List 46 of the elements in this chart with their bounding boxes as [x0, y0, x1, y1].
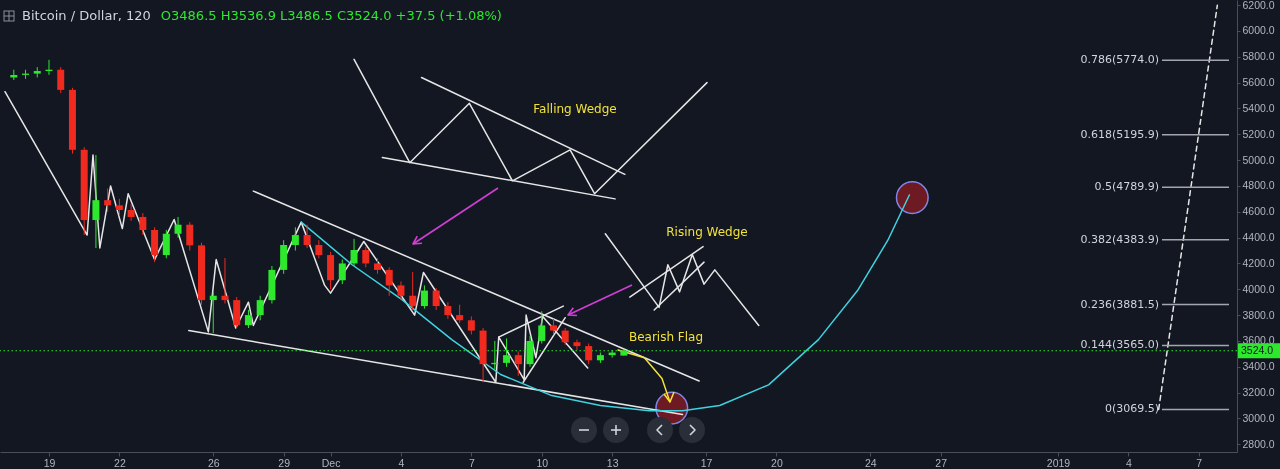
y-tick-label: 4800.0	[1242, 179, 1275, 192]
x-tick-label: 27	[935, 456, 948, 469]
annotation: Rising Wedge	[666, 225, 748, 239]
x-tick-label: 4	[398, 456, 405, 469]
ref-line-label: 0.786(5774.0)	[1080, 53, 1159, 67]
ref-line-label: 0.5(4789.9)	[1094, 180, 1159, 194]
y-tick-label: 3800.0	[1242, 308, 1275, 321]
y-tick-label: 3400.0	[1242, 360, 1275, 373]
x-tick-label: 24	[864, 456, 877, 469]
y-tick-label: 5800.0	[1242, 50, 1275, 63]
y-tick-label: 3200.0	[1242, 386, 1275, 399]
x-tick-label: 7	[468, 456, 475, 469]
x-tick-label: 20	[771, 456, 783, 469]
y-tick-label: 4600.0	[1242, 205, 1275, 218]
ref-line-label: 3524.0	[1241, 343, 1274, 356]
x-tick-label: 10	[536, 456, 549, 469]
x-tick-label: 26	[207, 456, 220, 469]
y-tick-label: 5600.0	[1242, 76, 1275, 89]
y-tick-label: 5000.0	[1242, 153, 1275, 166]
y-tick-label: 4200.0	[1242, 256, 1275, 269]
ref-line-label: 0(3069.5)	[1104, 402, 1159, 416]
y-tick-label: 2800.0	[1242, 437, 1275, 450]
text: Bitcoin / Dollar, 120	[22, 8, 151, 23]
annotation: Falling Wedge	[533, 102, 617, 116]
ref-line-label: 0.236(3881.5)	[1080, 297, 1159, 311]
y-tick-label: 6000.0	[1242, 24, 1275, 37]
x-tick-label: 2019	[1046, 456, 1071, 469]
y-tick-label: 5200.0	[1242, 127, 1275, 140]
x-tick-label: 13	[606, 456, 619, 469]
y-tick-label: 4000.0	[1242, 282, 1275, 295]
ref-line-label: 0.618(5195.9)	[1080, 127, 1159, 141]
x-tick-label: 17	[700, 456, 713, 469]
y-tick-label: 4400.0	[1242, 231, 1275, 244]
x-tick-label: 4	[1125, 456, 1132, 469]
y-tick-label: 3000.0	[1242, 411, 1275, 424]
x-tick-label: Dec	[321, 456, 341, 469]
x-tick-label: 29	[278, 456, 291, 469]
y-tick-label: 6200.0	[1242, 0, 1275, 11]
ref-line-label: 0.382(4383.9)	[1080, 232, 1159, 246]
y-tick-label: 5400.0	[1242, 101, 1275, 114]
x-tick-label: 7	[1196, 456, 1203, 469]
x-tick-label: 22	[114, 456, 126, 469]
ref-line-label: 0.144(3565.0)	[1080, 338, 1159, 352]
text: O3486.5 H3536.9 L3486.5 C3524.0 +37.5 (+1.08%)	[160, 8, 502, 23]
annotation: Bearish Flag	[628, 330, 704, 344]
x-tick-label: 19	[43, 456, 56, 469]
